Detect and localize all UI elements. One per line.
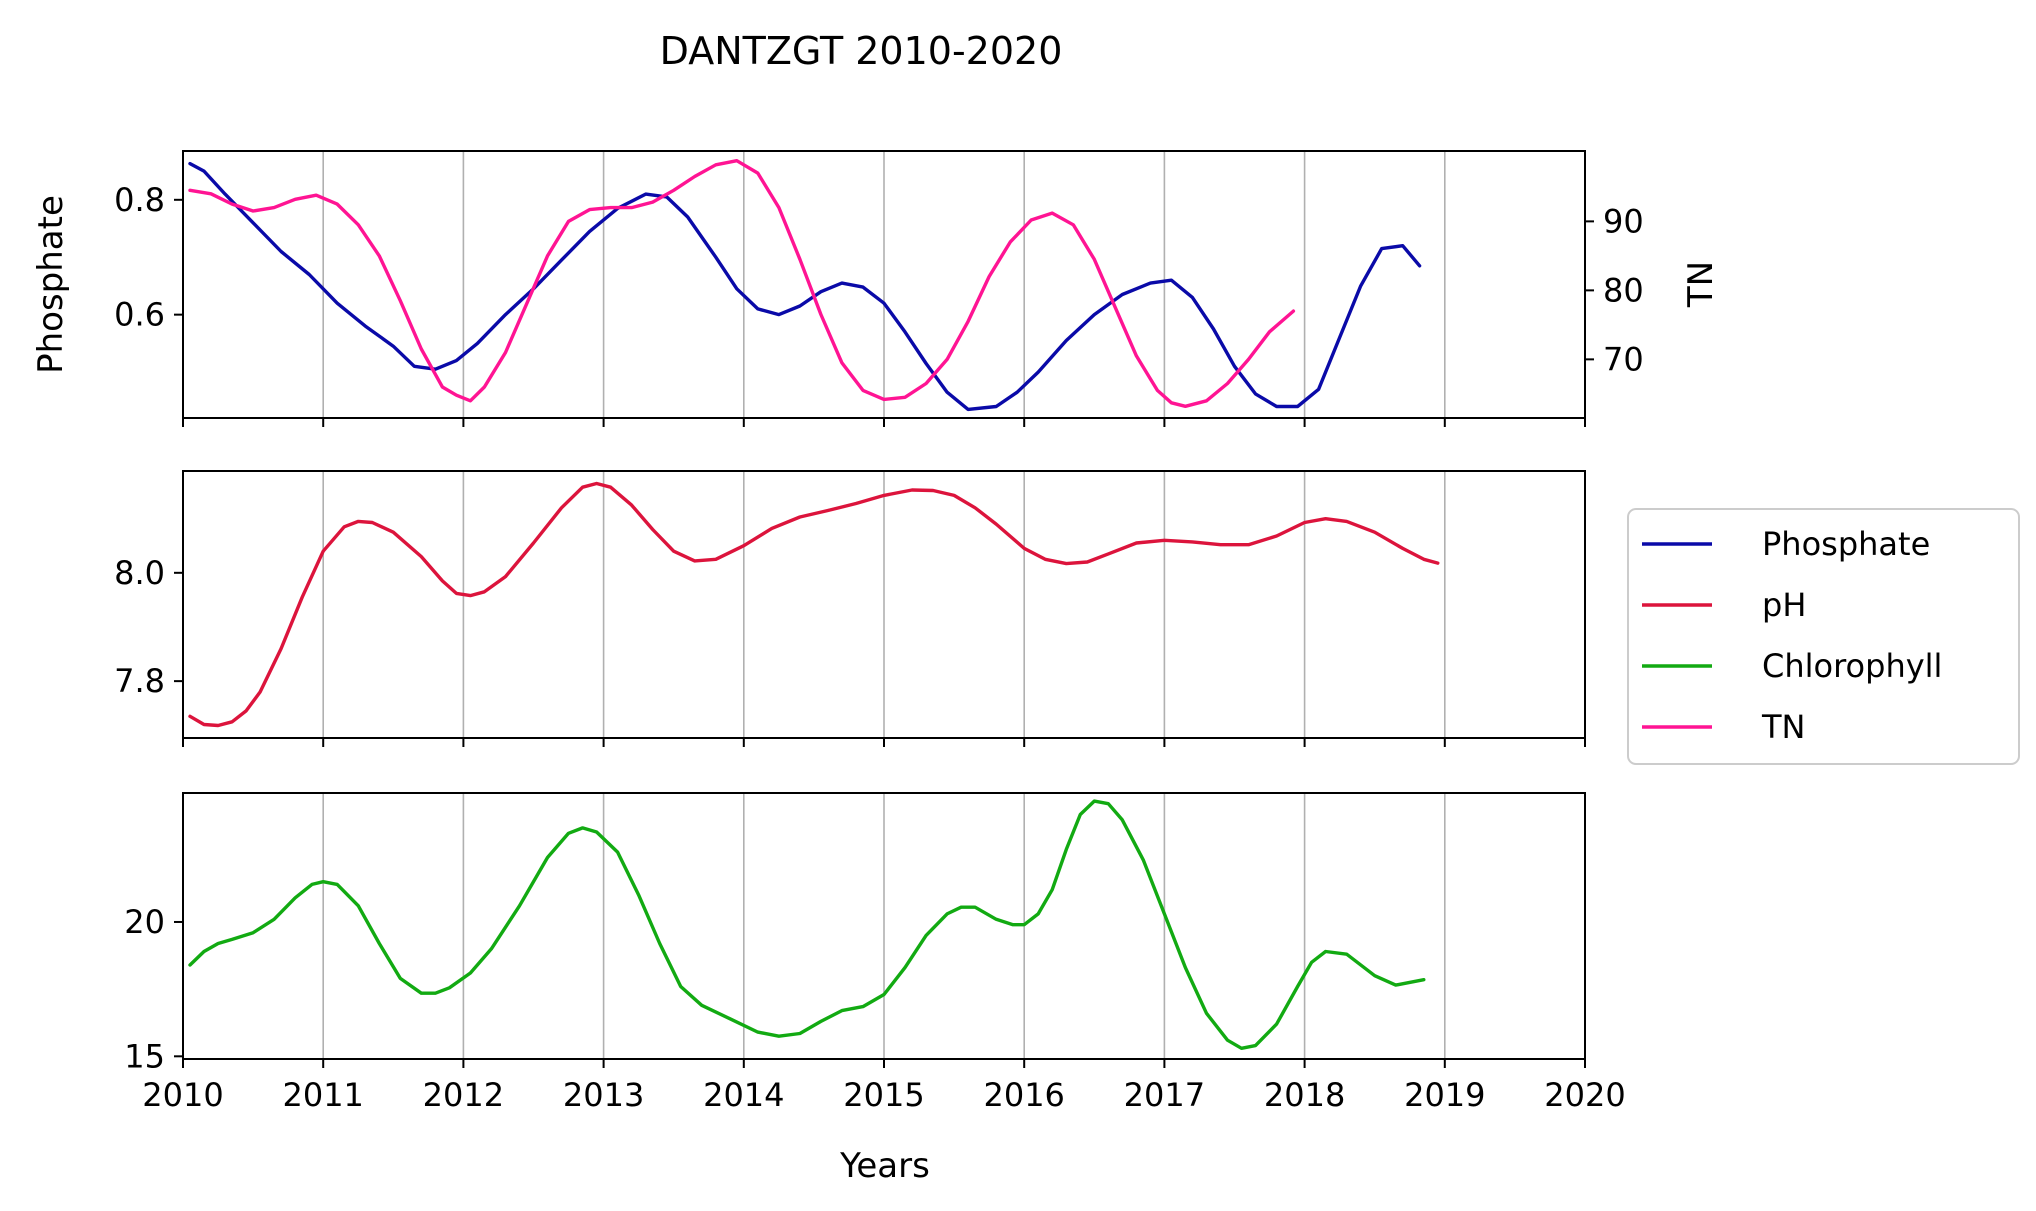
x-tick-label: 2015	[843, 1076, 924, 1114]
y-tick-label: 15	[124, 1037, 165, 1075]
series-line-ph	[188, 481, 1440, 728]
x-tick-label: 2012	[423, 1076, 504, 1114]
series-line-chlorophyll	[188, 799, 1426, 1051]
y-axis-label-left: Phosphate	[31, 195, 71, 374]
x-tick-label: 2017	[1124, 1076, 1205, 1114]
legend-label: Chlorophyll	[1762, 647, 1942, 685]
y2-tick-label: 90	[1603, 202, 1644, 240]
x-axis-label: Years	[839, 1146, 930, 1186]
x-tick-label: 2014	[703, 1076, 784, 1114]
chart-title: DANTZGT 2010-2020	[660, 29, 1063, 73]
legend: Phosphate pH Chlorophyll TN	[1627, 508, 2020, 765]
panel-1: 0.6 0.8 Phosphate 70 80 90 TN	[31, 150, 1721, 427]
legend-label: TN	[1761, 708, 1805, 746]
y2-tick-label: 70	[1603, 340, 1644, 378]
x-tick-label: 2019	[1404, 1076, 1485, 1114]
legend-label: Phosphate	[1762, 525, 1930, 563]
x-tick-label: 2018	[1264, 1076, 1345, 1114]
y-tick-label: 8.0	[114, 554, 165, 592]
y-tick-label: 20	[124, 903, 165, 941]
series-line-tn	[188, 158, 1296, 408]
y-axis-label-right: TN	[1681, 261, 1721, 308]
y-tick-label: 0.6	[114, 296, 165, 334]
x-tick-label: 2013	[563, 1076, 644, 1114]
legend-label: pH	[1762, 586, 1806, 624]
panel-2: 7.8 8.0	[114, 470, 1586, 747]
legend-box	[1627, 508, 2020, 765]
x-tick-label: 2020	[1544, 1076, 1625, 1114]
x-tick-label: 2010	[142, 1076, 223, 1114]
x-tick-label: 2011	[282, 1076, 363, 1114]
y-tick-label: 7.8	[114, 662, 165, 700]
panel-3: 2010 2011 2012 2013 2014 2015 2016 2017 2018 2019…	[124, 792, 1626, 1114]
y-tick-label: 0.8	[114, 181, 165, 219]
x-tick-label: 2016	[983, 1076, 1064, 1114]
y2-tick-label: 80	[1603, 271, 1644, 309]
